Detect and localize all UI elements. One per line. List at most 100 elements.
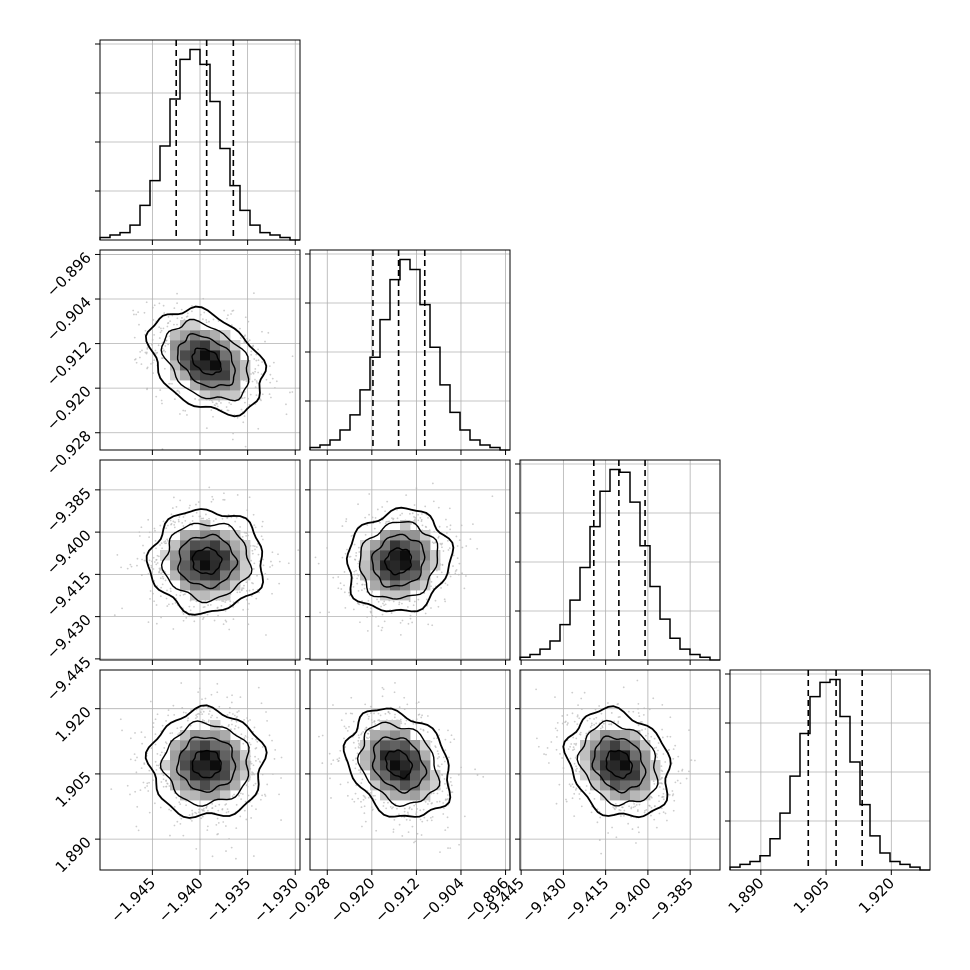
scatter-point	[154, 349, 157, 352]
scatter-point	[352, 720, 355, 723]
scatter-point	[437, 752, 440, 755]
scatter-point	[576, 715, 579, 718]
scatter-point	[574, 744, 577, 746]
histogram-panel-1	[305, 249, 511, 451]
density-cell	[170, 570, 181, 581]
scatter-point	[203, 719, 206, 722]
scatter-point	[228, 837, 230, 840]
scatter-point	[578, 797, 581, 800]
scatter-point	[366, 630, 369, 632]
scatter-point	[600, 712, 603, 715]
scatter-point	[381, 613, 384, 616]
density-cell	[210, 370, 221, 381]
scatter-point	[212, 520, 215, 522]
scatter-point	[380, 629, 383, 632]
scatter-point	[236, 711, 239, 714]
x-tick-label: 1.920	[855, 874, 898, 917]
scatter-point	[252, 292, 255, 295]
scatter-point	[177, 520, 180, 523]
density-cell	[220, 580, 231, 591]
scatter-point	[142, 781, 145, 784]
density-cell	[400, 760, 411, 771]
scatter-point	[160, 586, 163, 589]
scatter-point	[304, 777, 306, 779]
scatter-point	[379, 714, 382, 717]
scatter-point	[437, 536, 440, 539]
scatter-point	[155, 764, 158, 767]
scatter-point	[149, 700, 152, 703]
scatter-point	[241, 535, 244, 538]
density-cell	[190, 740, 201, 751]
scatter-point	[261, 361, 264, 363]
scatter-point	[166, 325, 169, 328]
scatter-point	[599, 816, 602, 819]
scatter-point	[427, 623, 430, 626]
scatter-point	[420, 518, 423, 521]
density-cell	[210, 770, 221, 781]
scatter-point	[247, 534, 249, 537]
scatter-point	[447, 729, 449, 732]
scatter-point	[436, 750, 439, 753]
density-cell	[240, 550, 251, 561]
scatter-point	[357, 546, 360, 549]
scatter-point	[567, 748, 570, 751]
scatter-point	[328, 752, 331, 755]
scatter-point	[201, 698, 203, 701]
scatter-point	[354, 792, 357, 795]
scatter-point	[428, 800, 431, 803]
scatter-point	[657, 749, 659, 752]
scatter-point	[250, 353, 253, 356]
scatter-point	[162, 327, 165, 330]
scatter-point	[252, 764, 255, 767]
scatter-point	[420, 513, 423, 515]
scatter-point	[201, 318, 204, 321]
density-cell	[380, 540, 391, 551]
scatter-point	[601, 725, 604, 727]
scatter-point	[426, 731, 429, 733]
scatter-point	[212, 498, 215, 501]
scatter-point	[394, 682, 396, 684]
scatter-point	[430, 585, 432, 588]
density-cell	[390, 540, 401, 551]
density-cell	[230, 750, 241, 761]
contour-level-2	[160, 318, 250, 402]
scatter-point	[261, 538, 264, 541]
scatter-point	[330, 763, 333, 765]
density-cell	[220, 560, 231, 571]
scatter-point	[220, 402, 222, 404]
scatter-point	[169, 590, 172, 593]
scatter-point	[247, 397, 249, 400]
scatter-point	[571, 691, 574, 694]
scatter-point	[424, 505, 427, 508]
scatter-point	[291, 355, 294, 358]
scatter-point	[135, 313, 138, 316]
scatter-point	[352, 608, 355, 611]
scatter-point	[339, 582, 342, 585]
scatter-point	[422, 729, 425, 732]
density-cell	[240, 370, 251, 381]
scatter-point	[206, 613, 209, 616]
scatter-point	[162, 774, 165, 777]
scatter-point	[345, 727, 347, 730]
scatter-point	[280, 777, 282, 779]
density-cell	[200, 740, 211, 751]
scatter-point	[437, 506, 440, 509]
scatter-point	[642, 714, 645, 716]
scatter-point	[398, 813, 400, 816]
scatter-point	[674, 781, 677, 784]
density-cell	[160, 760, 171, 771]
scatter-point	[193, 620, 196, 623]
scatter-point	[407, 813, 410, 816]
scatter-point	[580, 697, 583, 700]
density-cell	[600, 730, 611, 741]
scatter-point	[669, 716, 672, 719]
scatter-point	[148, 811, 151, 814]
scatter-point	[166, 524, 169, 527]
scatter-point	[252, 772, 255, 775]
density-cell	[200, 390, 211, 401]
density-cell	[190, 570, 201, 581]
scatter-point	[146, 785, 149, 787]
scatter-point	[656, 756, 658, 759]
scatter-point	[152, 372, 154, 375]
